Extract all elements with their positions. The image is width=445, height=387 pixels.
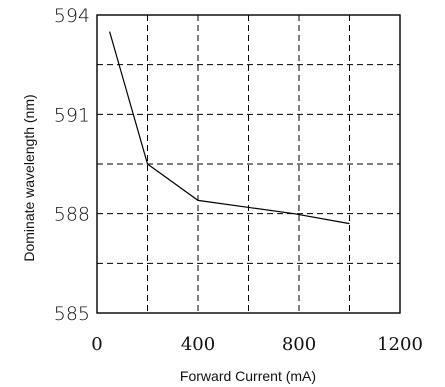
x-tick-label: 800 [282, 334, 316, 355]
x-tick-label: 400 [181, 334, 215, 355]
series-group [109, 31, 350, 225]
plot-area-frame [96, 14, 401, 314]
y-tick-label: 585 [54, 303, 90, 325]
x-axis-label: Forward Current (mA) [180, 368, 316, 384]
y-tick-label: 594 [54, 5, 90, 27]
y-tick-label: 588 [54, 204, 90, 226]
x-tick-labels: 0 400 800 1200 [91, 334, 423, 355]
series-line [109, 31, 350, 225]
y-tick-labels: 585 588 591 594 [54, 5, 90, 325]
grid-lines [97, 15, 400, 313]
y-axis-label: Dominate wavelength (nm) [21, 94, 37, 261]
x-tick-label: 0 [91, 334, 102, 355]
y-tick-label: 591 [54, 104, 90, 126]
x-tick-label: 1200 [377, 334, 423, 355]
